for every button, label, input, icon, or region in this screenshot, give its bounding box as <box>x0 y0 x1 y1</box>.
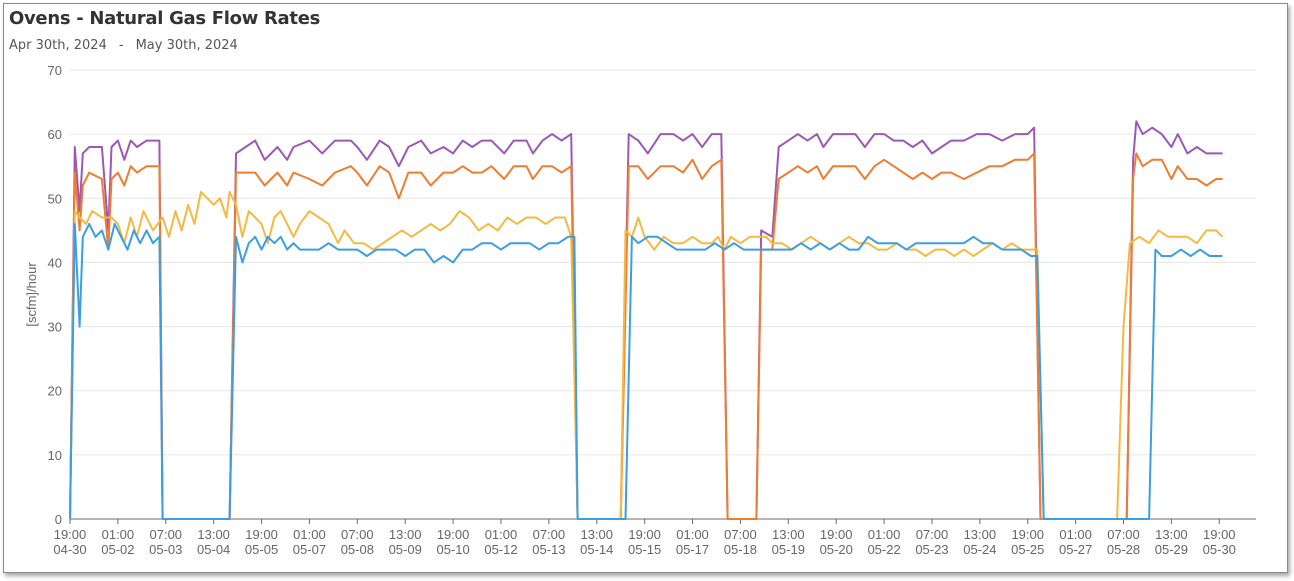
x-tick-date: 05-15 <box>628 542 661 557</box>
y-tick-label: 10 <box>48 448 62 463</box>
x-tick-time: 19:00 <box>628 527 661 542</box>
x-tick-date: 05-13 <box>532 542 565 557</box>
x-tick-time: 13:00 <box>197 527 230 542</box>
y-tick-label: 30 <box>48 320 62 335</box>
y-tick-label: 40 <box>48 255 62 270</box>
x-tick-date: 05-29 <box>1155 542 1188 557</box>
x-tick-date: 04-30 <box>53 542 86 557</box>
x-tick-date: 05-17 <box>676 542 709 557</box>
x-tick-date: 05-05 <box>245 542 278 557</box>
x-tick-time: 13:00 <box>389 527 422 542</box>
x-tick-date: 05-03 <box>149 542 182 557</box>
series-line-purple <box>69 120 1223 520</box>
x-tick-time: 13:00 <box>1155 527 1188 542</box>
x-tick-date: 05-22 <box>867 542 900 557</box>
x-tick-date: 05-28 <box>1107 542 1140 557</box>
x-tick-time: 01:00 <box>868 527 901 542</box>
x-tick-date: 05-20 <box>820 542 853 557</box>
x-tick-time: 19:00 <box>245 527 278 542</box>
x-tick-date: 05-24 <box>963 542 996 557</box>
x-tick-date: 05-12 <box>484 542 517 557</box>
x-tick-time: 07:00 <box>533 527 566 542</box>
date-range-start: Apr 30th, 2024 <box>9 38 107 53</box>
x-tick-date: 05-10 <box>436 542 469 557</box>
x-tick-time: 07:00 <box>341 527 374 542</box>
x-tick-time: 01:00 <box>1059 527 1092 542</box>
x-tick-date: 05-23 <box>915 542 948 557</box>
y-tick-label: 0 <box>55 512 62 527</box>
x-tick-time: 07:00 <box>1107 527 1140 542</box>
x-tick-time: 19:00 <box>1011 527 1044 542</box>
x-tick-date: 05-02 <box>101 542 134 557</box>
x-tick-date: 05-04 <box>197 542 230 557</box>
x-tick-date: 05-19 <box>772 542 805 557</box>
x-tick-time: 01:00 <box>485 527 518 542</box>
x-axis-ticks: 19:0004-3001:0005-0207:0005-0313:0005-04… <box>53 519 1236 557</box>
y-axis-ticks: 0 10 20 30 40 50 60 70 <box>48 63 62 527</box>
x-tick-date: 05-14 <box>580 542 613 557</box>
x-tick-date: 05-07 <box>293 542 326 557</box>
date-range-end: May 30th, 2024 <box>135 38 238 53</box>
y-tick-label: 60 <box>48 127 62 142</box>
x-tick-time: 13:00 <box>772 527 805 542</box>
x-tick-time: 01:00 <box>293 527 326 542</box>
chart-title: Ovens - Natural Gas Flow Rates <box>9 8 321 29</box>
series-line-orange <box>69 152 1223 520</box>
y-tick-label: 20 <box>48 384 62 399</box>
series-line-blue <box>69 222 1223 520</box>
series-group <box>69 120 1224 520</box>
x-tick-time: 07:00 <box>916 527 949 542</box>
x-tick-date: 05-25 <box>1011 542 1044 557</box>
x-tick-time: 19:00 <box>437 527 470 542</box>
chart-panel: Ovens - Natural Gas Flow Rates Apr 30th,… <box>3 3 1288 573</box>
series-line-yellow <box>69 190 1224 520</box>
date-range-separator: - <box>118 38 124 53</box>
x-tick-time: 19:00 <box>54 527 87 542</box>
x-tick-time: 01:00 <box>676 527 709 542</box>
y-tick-label: 70 <box>48 63 62 78</box>
y-axis-title: [scfm]/hour <box>24 262 39 327</box>
x-tick-date: 05-30 <box>1203 542 1236 557</box>
x-tick-date: 05-09 <box>389 542 422 557</box>
gridlines <box>70 69 1256 456</box>
chart-date-range: Apr 30th, 2024- May 30th, 2024 <box>9 38 250 53</box>
x-tick-time: 19:00 <box>1203 527 1236 542</box>
x-tick-date: 05-18 <box>724 542 757 557</box>
y-tick-label: 50 <box>48 191 62 206</box>
x-tick-time: 01:00 <box>102 527 135 542</box>
x-tick-time: 13:00 <box>580 527 613 542</box>
x-tick-date: 05-08 <box>341 542 374 557</box>
x-tick-time: 13:00 <box>964 527 997 542</box>
x-tick-time: 07:00 <box>150 527 183 542</box>
x-tick-time: 19:00 <box>820 527 853 542</box>
x-tick-date: 05-27 <box>1059 542 1092 557</box>
x-tick-time: 07:00 <box>724 527 757 542</box>
